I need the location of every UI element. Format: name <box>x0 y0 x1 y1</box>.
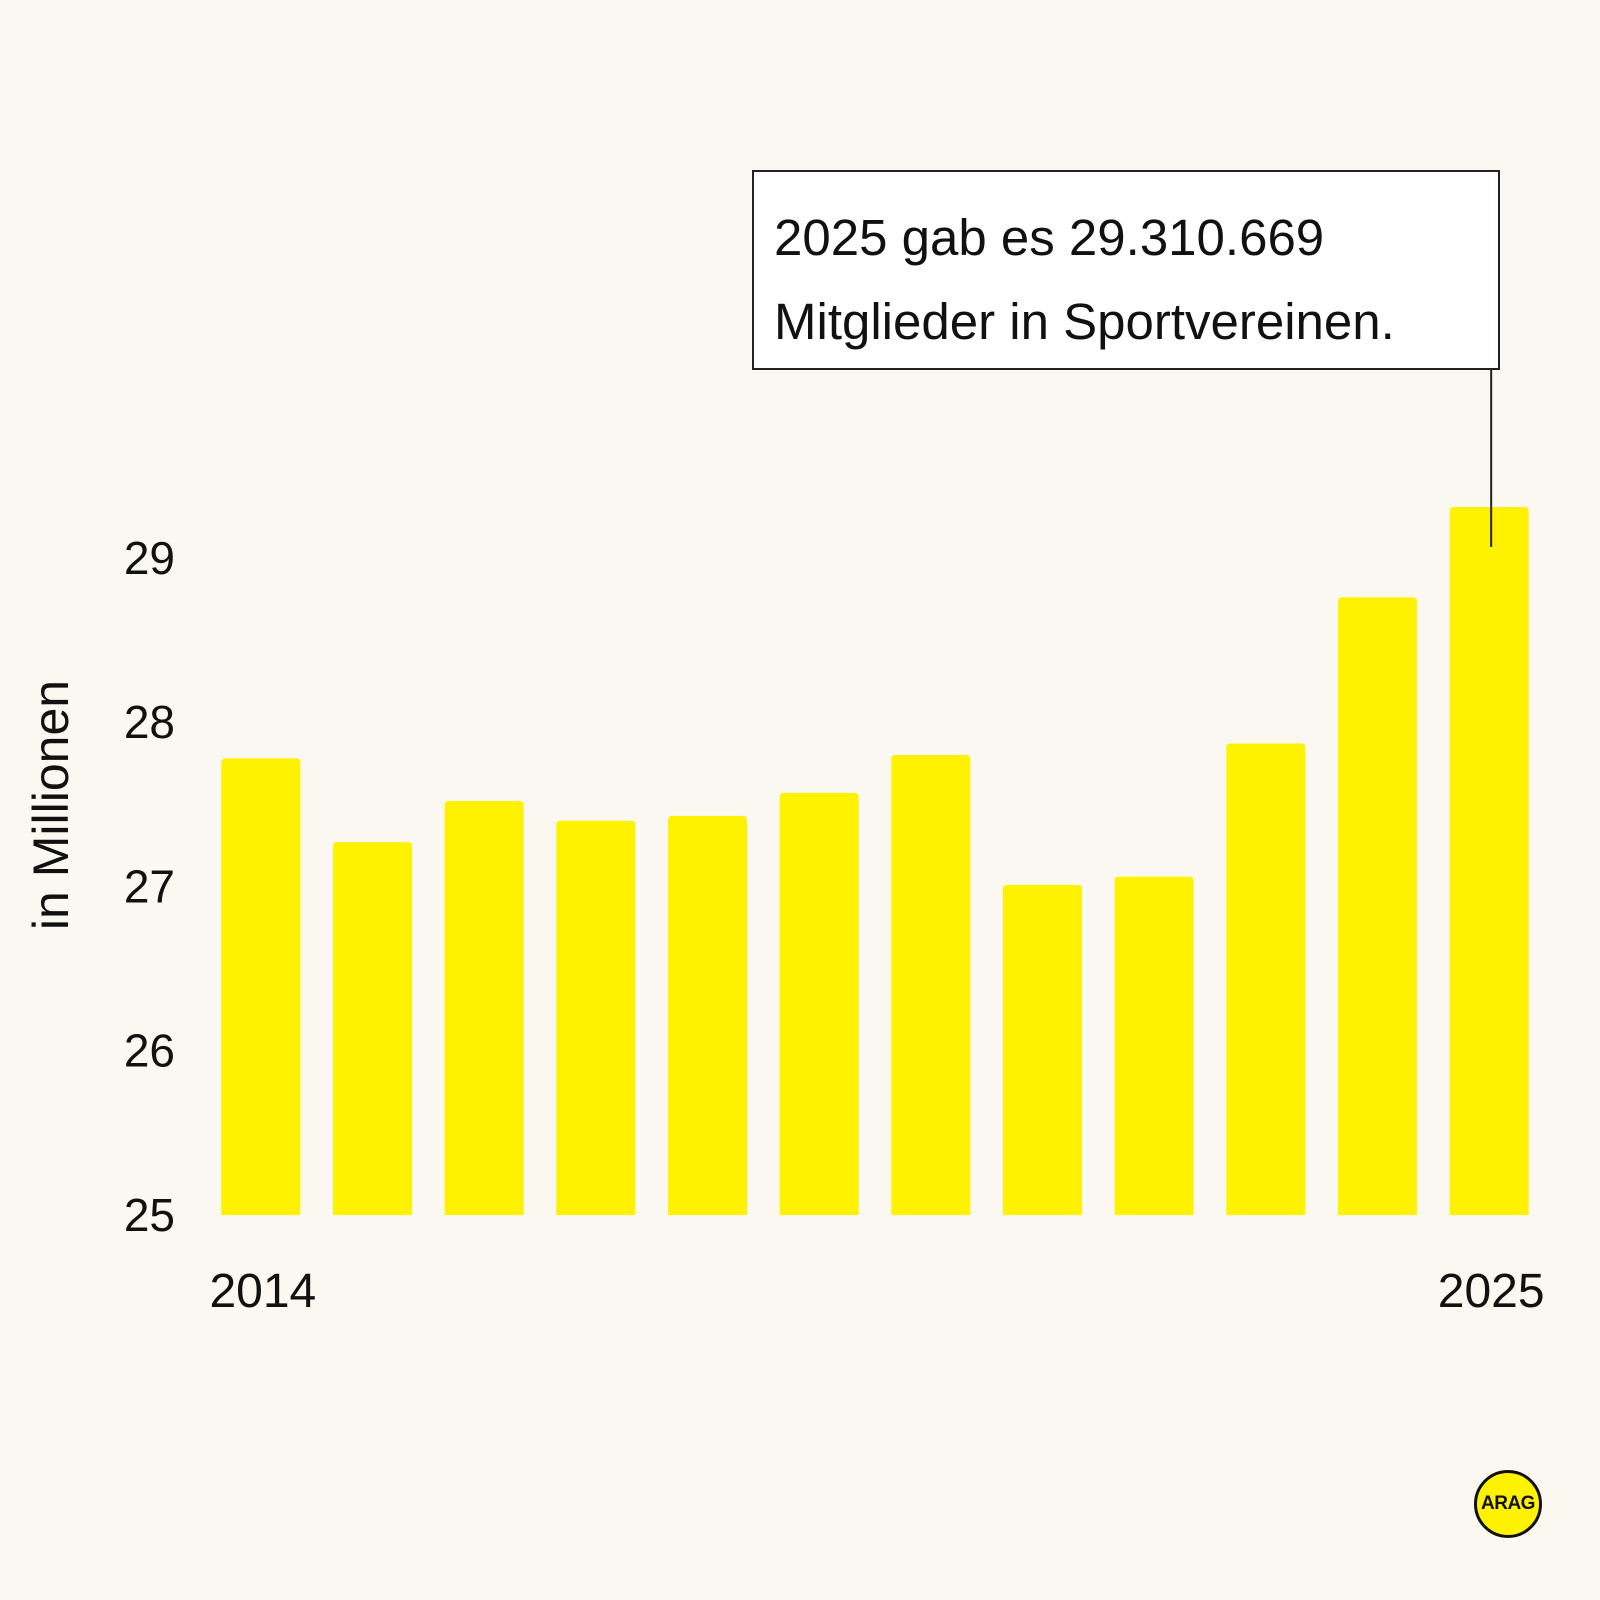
y-axis-ticks: 25 26 27 28 29 <box>124 532 175 1241</box>
bar-2025 <box>1449 507 1529 1215</box>
y-tick-label-28: 28 <box>124 696 175 748</box>
y-axis-title: in Millionen <box>23 680 79 930</box>
x-tick-label-2025: 2025 <box>1438 1265 1545 1318</box>
bar-2022 <box>1114 876 1194 1215</box>
annotation-line-2: Mitglieder in Sportvereinen. <box>774 293 1395 350</box>
bar-2014 <box>221 758 301 1215</box>
arag-logo: ARAG <box>1474 1470 1542 1538</box>
arag-logo-text: ARAG <box>1481 1493 1535 1514</box>
bar-2024 <box>1338 597 1417 1215</box>
y-tick-label-25: 25 <box>124 1189 175 1241</box>
bar-2015 <box>333 842 412 1215</box>
bars <box>221 507 1529 1215</box>
y-tick-label-29: 29 <box>124 532 175 584</box>
y-axis-title-group: in Millionen <box>23 680 79 930</box>
bar-2020 <box>891 755 971 1215</box>
x-tick-label-2014: 2014 <box>209 1265 316 1318</box>
bar-2023 <box>1226 743 1306 1215</box>
bar-2019 <box>779 792 859 1215</box>
bar-2018 <box>668 815 747 1215</box>
x-axis-ticks: 2014 2025 <box>209 1265 1544 1318</box>
y-tick-label-27: 27 <box>124 860 175 912</box>
annotation-line-1: 2025 gab es 29.310.669 <box>774 209 1325 266</box>
y-tick-label-26: 26 <box>124 1025 175 1077</box>
bar-2021 <box>1003 884 1082 1215</box>
bar-2016 <box>444 801 524 1215</box>
annotation-callout: 2025 gab es 29.310.669 Mitglieder in Spo… <box>752 170 1500 370</box>
bar-2017 <box>556 820 636 1215</box>
